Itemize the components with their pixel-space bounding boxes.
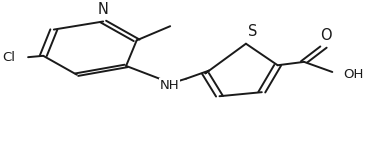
Text: N: N [98, 2, 109, 17]
Text: Cl: Cl [2, 51, 15, 64]
Text: NH: NH [160, 79, 179, 92]
Text: O: O [321, 28, 332, 43]
Text: S: S [247, 24, 257, 39]
Text: OH: OH [343, 68, 363, 81]
